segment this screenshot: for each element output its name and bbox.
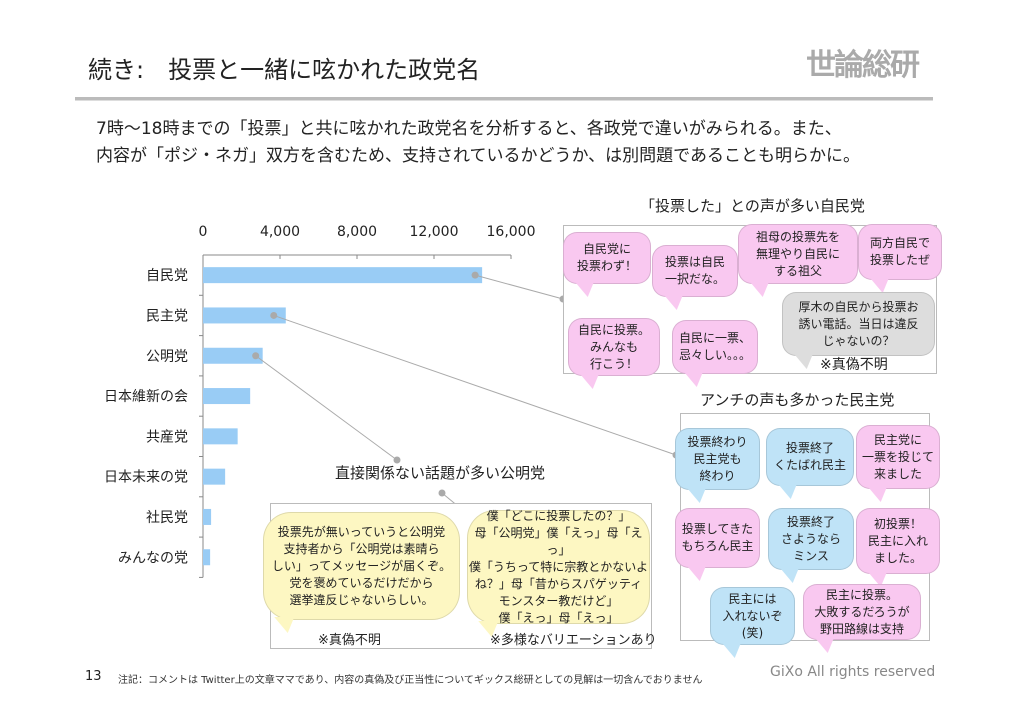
komei-bubble: 僕「どこに投票したの？」 母「公明党」僕「えっ」母「えっ」 僕「うちって特に宗教… [467, 508, 650, 625]
intro-line-1: 7時～18時までの「投票」と共に呟かれた政党名を分析すると、各政党で違いがみられ… [96, 119, 842, 139]
dpj-bubble: 投票終了 くたばれ民主 [766, 428, 854, 486]
connector-dot [438, 489, 446, 497]
komei-section-title: 直接関係ない話題が多い公明党 [335, 464, 546, 482]
category-label: 民主党 [146, 308, 188, 324]
bar [203, 428, 238, 445]
komei-note-2: ※多様なバリエーションあり [490, 633, 657, 648]
slide-title: 続き: 投票と一緒に呟かれた政党名 [88, 56, 481, 84]
x-tick-label: 8,000 [337, 224, 377, 240]
dpj-bubble: 投票終了 さようなら ミンス [768, 508, 854, 570]
dpj-bubble: 投票してきた もちろん民主 [675, 508, 760, 568]
ldp-bubble: 自民に投票。 みんなも 行こう！ [568, 318, 660, 376]
ldp-bubble: 両方自民で 投票したぜ [858, 224, 942, 280]
bar [203, 347, 263, 364]
dpj-bubble: 民主に投票。 大敗するだろうが 野田路線は支持 [803, 584, 921, 640]
x-tick-label: 12,000 [410, 224, 459, 240]
bar [203, 307, 286, 324]
ldp-section-title: 「投票した」との声が多い自民党 [640, 197, 865, 215]
connector-dot [270, 311, 278, 319]
category-label: 公明党 [146, 349, 188, 365]
bar [203, 267, 483, 284]
komei-note-1: ※真偽不明 [318, 633, 381, 648]
x-tick-label: 16,000 [487, 224, 536, 240]
dpj-section-title: アンチの声も多かった民主党 [700, 391, 895, 409]
x-tick-label: 4,000 [260, 224, 300, 240]
dpj-bubble: 初投票！ 民主に入れ ました。 [856, 508, 940, 574]
title-divider [75, 97, 933, 101]
connector-dot [471, 271, 479, 279]
intro-line-2: 内容が「ポジ・ネガ」双方を含むため、支持されているかどうか、は別問題であることも… [96, 146, 860, 166]
connector-line [474, 274, 564, 300]
dpj-bubble: 民主には 入れないぞ (笑) [710, 587, 795, 645]
connector-line [255, 355, 398, 461]
category-label: みんなの党 [118, 550, 188, 566]
ldp-bubble: 投票は自民 一択だな。 [652, 245, 738, 297]
category-label: 共産党 [146, 429, 188, 445]
ldp-bubble: 厚木の自民から投票お 誘い電話。当日は違反 じゃないの？ [782, 292, 935, 356]
logo: 世論総研 [806, 48, 920, 83]
connector-dot [393, 456, 401, 464]
ldp-bubble: 自民党に 投票わず！ [563, 232, 651, 284]
category-label: 日本未来の党 [104, 470, 188, 486]
ldp-bubble: 祖母の投票先を 無理やり自民に する祖父 [738, 224, 858, 284]
category-label: 自民党 [146, 268, 188, 284]
category-label: 社民党 [146, 510, 188, 526]
bar [203, 388, 251, 405]
komei-bubble: 投票先が無いっていうと公明党 支持者から「公明党は素晴ら しい」ってメッセージが… [263, 512, 460, 620]
dpj-bubble: 投票終わり 民主党も 終わり [675, 428, 760, 490]
dpj-bubble: 民主党に 一票を投じて 来ました [856, 425, 940, 489]
footer-note: 注記：コメントは Twitter上の文章ママであり、内容の真偽及び正当性について… [118, 675, 703, 686]
category-label: 日本維新の会 [104, 389, 188, 405]
ldp-note: ※真偽不明 [820, 357, 888, 373]
connector-dot [252, 352, 260, 360]
page-number: 13 [85, 669, 102, 684]
copyright: GiXo All rights reserved [770, 664, 936, 680]
intro-text: 7時～18時までの「投票」と共に呟かれた政党名を分析すると、各政党で違いがみられ… [96, 116, 860, 170]
x-tick-label: 0 [199, 224, 208, 240]
connector-line [273, 314, 677, 456]
bar [203, 468, 226, 485]
bar [203, 508, 212, 525]
bar [203, 549, 211, 566]
ldp-bubble: 自民に一票、 忌々しい。。。 [672, 320, 758, 374]
